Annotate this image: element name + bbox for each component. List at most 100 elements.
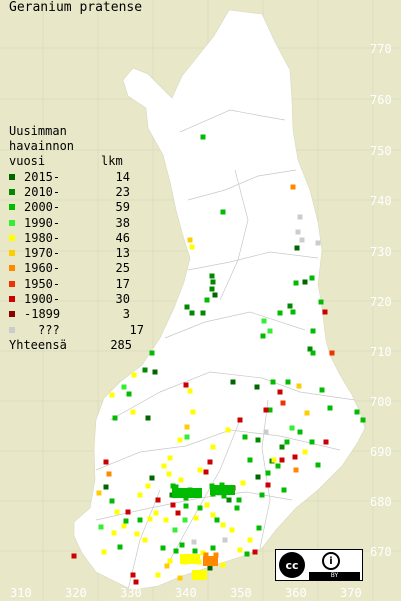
legend-year: 1960- [24, 261, 61, 276]
legend-row: ??? 17 [9, 322, 159, 337]
observation-square [96, 490, 102, 496]
observation-square [190, 554, 195, 559]
observation-square [167, 558, 173, 564]
observation-square [234, 505, 240, 511]
legend-count: 38 [115, 215, 130, 230]
observation-square [209, 273, 215, 279]
observation-square [103, 459, 109, 465]
region-border [169, 419, 241, 561]
observation-square [230, 485, 235, 490]
finland-outline [73, 9, 366, 591]
observation-square [207, 565, 213, 571]
observation-square [260, 333, 266, 339]
observation-square [177, 575, 183, 581]
observation-square [200, 310, 206, 316]
observation-square [192, 575, 197, 580]
observation-square [187, 388, 193, 394]
region-border [187, 169, 297, 201]
legend-heading-2: havainnon [9, 139, 75, 153]
observation-square [230, 490, 235, 495]
observation-square [323, 439, 329, 445]
observation-square [221, 493, 227, 499]
observation-square [237, 547, 243, 553]
observation-square [226, 497, 232, 503]
legend-swatch [9, 296, 15, 303]
observation-square [322, 309, 328, 315]
observation-square [327, 405, 333, 411]
observation-square [155, 497, 161, 503]
observation-squares [71, 134, 366, 585]
observation-square [114, 509, 120, 515]
legend-row: 1900- 30 [9, 291, 159, 306]
observation-square [297, 214, 303, 220]
observation-square [117, 544, 123, 550]
observation-square [329, 350, 335, 356]
legend-count: 14 [115, 169, 130, 184]
observation-square [229, 527, 235, 533]
observation-square [152, 369, 158, 375]
observation-square [295, 229, 301, 235]
observation-square [203, 469, 209, 475]
observation-square [71, 553, 77, 559]
observation-square [177, 493, 182, 498]
observation-square [98, 524, 104, 530]
observation-square [103, 484, 109, 490]
observation-square [197, 493, 202, 498]
region-border [95, 429, 341, 471]
observation-square [189, 244, 195, 250]
observation-square [254, 384, 260, 390]
observation-square [187, 488, 192, 493]
legend-count: 46 [115, 230, 130, 245]
observation-square [130, 409, 136, 415]
cc-icon: cc [279, 552, 305, 578]
observation-square [310, 350, 316, 356]
cc-by-badge[interactable]: cc i BY [275, 549, 363, 581]
observation-square [210, 490, 215, 495]
y-tick-label: 690 [370, 445, 392, 459]
legend-year: 1900- [24, 292, 61, 307]
observation-square [309, 275, 315, 281]
observation-square [170, 502, 176, 508]
observation-square [195, 559, 200, 564]
observation-square [230, 379, 236, 385]
observation-square [304, 410, 310, 416]
observation-square [163, 517, 169, 523]
legend-count: 13 [115, 246, 130, 261]
legend-year: -1899 [24, 307, 61, 322]
observation-square [255, 474, 261, 480]
observation-square [166, 471, 172, 477]
legend-swatch [9, 234, 15, 241]
observation-square [167, 455, 173, 461]
legend-col-count: lkm [101, 154, 123, 168]
observation-square [180, 559, 185, 564]
observation-square [225, 485, 230, 490]
observation-square [240, 480, 246, 486]
observation-square [185, 554, 190, 559]
observation-square [275, 463, 281, 469]
observation-square [189, 310, 195, 316]
observation-square [244, 551, 250, 557]
legend-swatch [9, 173, 15, 180]
observation-square [197, 488, 202, 493]
observation-square [172, 493, 177, 498]
legend-row: 1950- 17 [9, 276, 159, 291]
species-title: Geranium pratense [9, 0, 143, 15]
legend-column-headers: vuosi lkm [9, 154, 159, 169]
observation-square [177, 488, 182, 493]
region-border [164, 311, 306, 339]
legend-row: 1970- 13 [9, 245, 159, 260]
y-tick-label: 760 [370, 93, 392, 107]
person-icon: i [322, 552, 340, 570]
observation-square [200, 134, 206, 140]
observation-square [259, 492, 265, 498]
observation-square [183, 503, 189, 509]
observation-square [173, 484, 179, 490]
legend-year: ??? [38, 322, 60, 337]
legend-year: 2010- [24, 184, 61, 199]
observation-square [208, 561, 213, 566]
observation-square [279, 444, 285, 450]
y-tick-label: 670 [370, 545, 392, 559]
legend-year: 1990- [24, 215, 61, 230]
observation-square [225, 427, 231, 433]
